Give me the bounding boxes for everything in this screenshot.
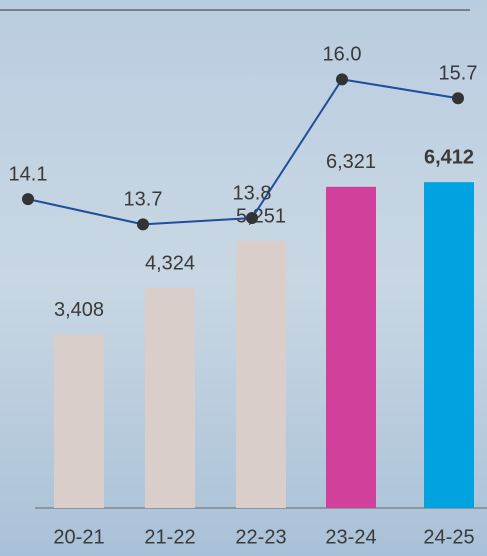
bar (424, 182, 474, 508)
bar-value-label: 6,412 (424, 146, 474, 168)
x-tick-label: 23-24 (325, 526, 376, 548)
line-point (137, 218, 149, 231)
line-value-label: 16.0 (323, 44, 362, 66)
bar (54, 334, 104, 508)
line-value-label: 13.8 (233, 182, 272, 204)
line-point (452, 92, 464, 105)
bar-value-label: 5,251 (236, 205, 286, 227)
bar (236, 241, 286, 509)
bar-value-label: 6,321 (326, 151, 376, 173)
x-tick-label: 21-22 (144, 526, 195, 548)
bar-value-label: 3,408 (54, 299, 104, 321)
x-tick-label: 20-21 (53, 526, 104, 548)
line-value-label: 15.7 (439, 63, 478, 85)
line-value-label: 14.1 (9, 163, 48, 185)
line-value-label: 13.7 (124, 189, 163, 211)
bar (145, 288, 195, 508)
line-point (336, 73, 348, 86)
line-point (246, 212, 258, 225)
bar (326, 186, 376, 509)
bar-value-label: 4,324 (145, 253, 195, 275)
x-tick-label: 22-23 (235, 526, 286, 548)
x-tick-label: 24-25 (423, 526, 474, 548)
line-point (22, 193, 34, 206)
